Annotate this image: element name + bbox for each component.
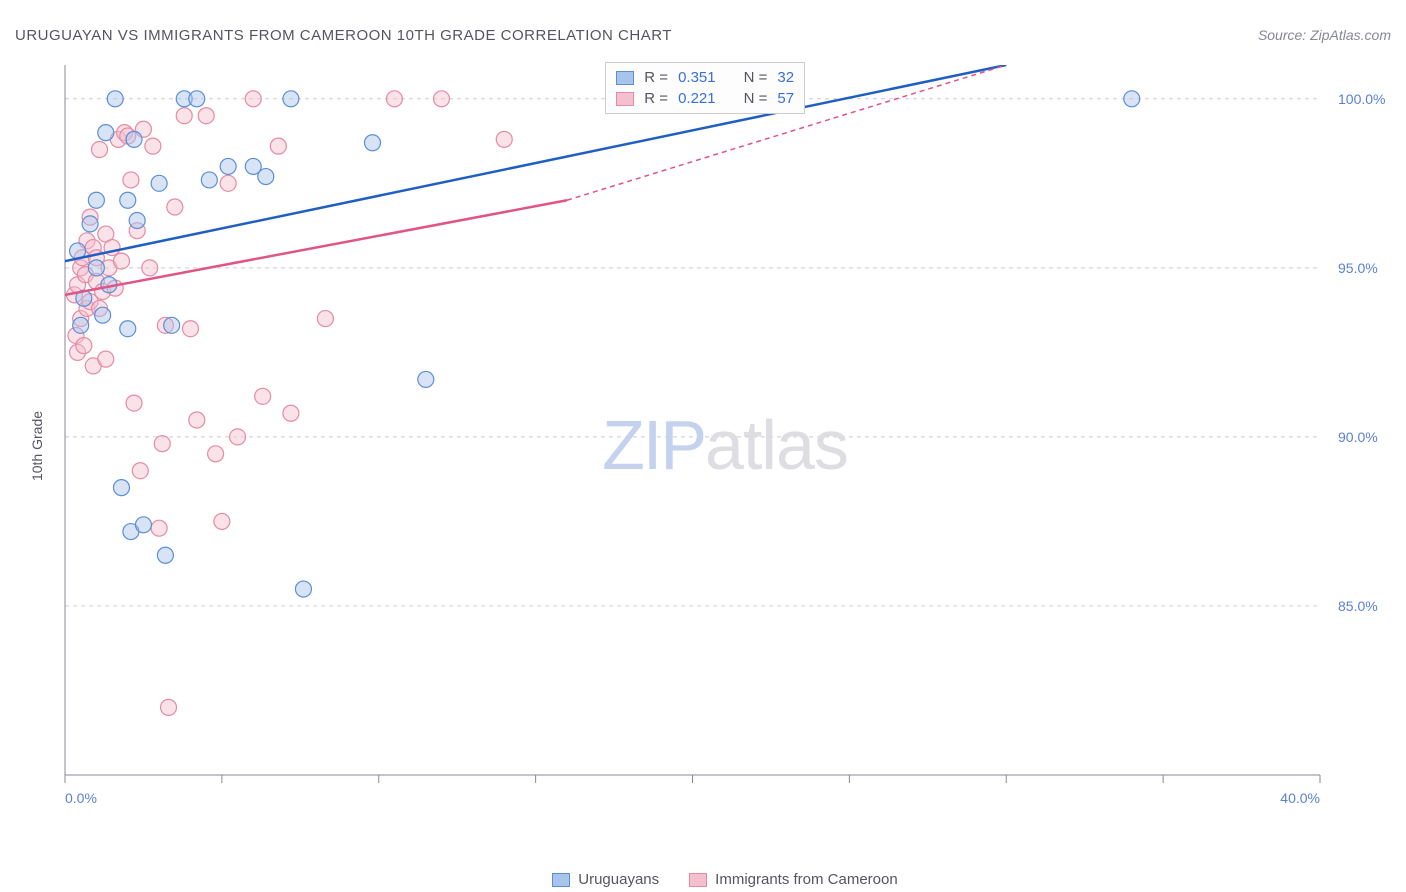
legend-swatch — [552, 873, 570, 887]
y-axis-label: 10th Grade — [29, 411, 45, 481]
data-point — [88, 192, 104, 208]
data-point — [98, 351, 114, 367]
data-point — [364, 135, 380, 151]
legend-row: R = 0.351 N = 32 — [616, 67, 794, 88]
legend-label: Immigrants from Cameroon — [715, 871, 898, 888]
data-point — [245, 91, 261, 107]
data-point — [418, 371, 434, 387]
data-point — [142, 260, 158, 276]
r-value: 0.351 — [678, 69, 716, 86]
data-point — [82, 216, 98, 232]
data-point — [76, 338, 92, 354]
data-point — [189, 412, 205, 428]
legend-item: Uruguayans — [552, 871, 659, 888]
series-legend: Uruguayans Immigrants from Cameroon — [60, 871, 1390, 888]
data-point — [113, 253, 129, 269]
data-point — [201, 172, 217, 188]
legend-item: Immigrants from Cameroon — [689, 871, 898, 888]
data-point — [386, 91, 402, 107]
svg-text:95.0%: 95.0% — [1338, 260, 1378, 276]
data-point — [220, 175, 236, 191]
data-point — [258, 169, 274, 185]
scatter-plot: 85.0%90.0%95.0%100.0%0.0%40.0% ZIPatlas — [60, 60, 1390, 830]
data-point — [88, 260, 104, 276]
data-point — [123, 172, 139, 188]
data-point — [208, 446, 224, 462]
trend-line — [65, 65, 1006, 261]
data-point — [220, 158, 236, 174]
r-value: 0.221 — [678, 90, 716, 107]
data-point — [167, 199, 183, 215]
data-point — [164, 317, 180, 333]
data-point — [151, 520, 167, 536]
data-point — [283, 91, 299, 107]
legend-swatch — [689, 873, 707, 887]
data-point — [496, 131, 512, 147]
n-value: 57 — [777, 90, 794, 107]
data-point — [270, 138, 286, 154]
legend-row: R = 0.221 N = 57 — [616, 88, 794, 109]
svg-text:0.0%: 0.0% — [65, 790, 97, 806]
data-point — [120, 192, 136, 208]
source-attribution: Source: ZipAtlas.com — [1258, 27, 1391, 43]
data-point — [157, 547, 173, 563]
data-point — [129, 213, 145, 229]
r-label: R = — [644, 90, 668, 107]
data-point — [317, 311, 333, 327]
svg-text:40.0%: 40.0% — [1280, 790, 1320, 806]
data-point — [145, 138, 161, 154]
data-point — [126, 395, 142, 411]
data-point — [176, 108, 192, 124]
data-point — [98, 125, 114, 141]
chart-title: URUGUAYAN VS IMMIGRANTS FROM CAMEROON 10… — [15, 27, 672, 44]
data-point — [132, 463, 148, 479]
n-label: N = — [744, 69, 768, 86]
data-point — [189, 91, 205, 107]
data-point — [230, 429, 246, 445]
data-point — [95, 307, 111, 323]
data-point — [214, 513, 230, 529]
correlation-legend: R = 0.351 N = 32 R = 0.221 N = 57 — [605, 62, 805, 114]
data-point — [283, 405, 299, 421]
svg-text:90.0%: 90.0% — [1338, 429, 1378, 445]
legend-swatch — [616, 92, 634, 106]
data-point — [107, 91, 123, 107]
svg-text:85.0%: 85.0% — [1338, 598, 1378, 614]
data-point — [255, 388, 271, 404]
data-point — [183, 321, 199, 337]
data-point — [161, 699, 177, 715]
n-label: N = — [744, 90, 768, 107]
data-point — [198, 108, 214, 124]
data-point — [154, 436, 170, 452]
r-label: R = — [644, 69, 668, 86]
data-point — [295, 581, 311, 597]
data-point — [135, 517, 151, 533]
data-point — [151, 175, 167, 191]
data-point — [92, 142, 108, 158]
n-value: 32 — [777, 69, 794, 86]
data-point — [1124, 91, 1140, 107]
data-point — [126, 131, 142, 147]
data-point — [113, 480, 129, 496]
legend-swatch — [616, 71, 634, 85]
data-point — [434, 91, 450, 107]
data-point — [120, 321, 136, 337]
data-point — [73, 317, 89, 333]
svg-text:100.0%: 100.0% — [1338, 91, 1385, 107]
legend-label: Uruguayans — [578, 871, 659, 888]
